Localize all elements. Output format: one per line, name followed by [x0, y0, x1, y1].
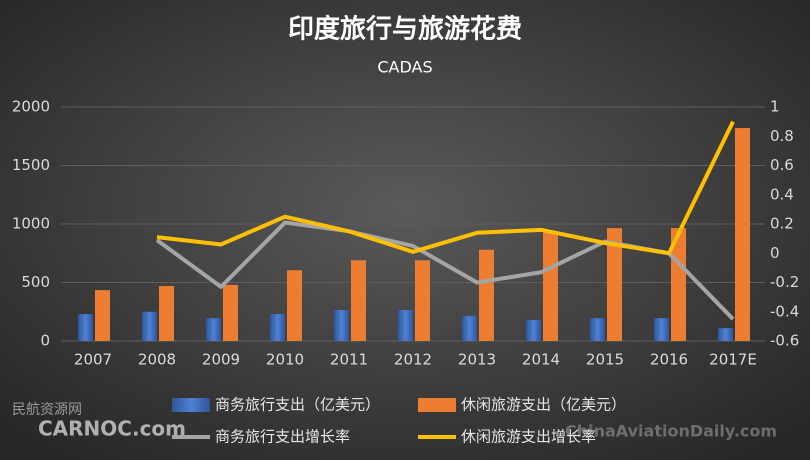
- x-tick-label: 2014: [522, 351, 560, 369]
- x-tick-label: 2011: [330, 351, 368, 369]
- bar: [95, 290, 110, 341]
- watermark: ChinaAviationDaily.com: [565, 422, 777, 441]
- bar: [398, 309, 413, 341]
- y-tick-label: 500: [21, 273, 50, 291]
- bar: [462, 315, 477, 341]
- chart-subtitle: CADAS: [377, 58, 432, 77]
- y2-tick-label: -0.4: [770, 302, 799, 320]
- bar: [654, 318, 669, 341]
- bar: [78, 314, 93, 341]
- y2-tick-label: 0: [770, 244, 780, 262]
- y2-tick-label: 1: [770, 98, 780, 116]
- bar: [287, 270, 302, 341]
- y-tick-label: 0: [40, 332, 50, 350]
- x-tick-label: 2010: [266, 351, 304, 369]
- y2-tick-label: 0.6: [770, 156, 794, 174]
- y2-tick-label: 0.8: [770, 127, 794, 145]
- legend-label: 休闲旅游支出增长率: [461, 428, 596, 446]
- x-tick-label: 2012: [394, 351, 432, 369]
- legend-label: 休闲旅游支出（亿美元）: [461, 396, 626, 414]
- legend-label: 商务旅行支出（亿美元）: [215, 396, 380, 414]
- x-tick-label: 2015: [586, 351, 624, 369]
- bar: [223, 284, 238, 341]
- legend-marker: [172, 398, 210, 412]
- bar: [607, 228, 622, 341]
- bar: [334, 309, 349, 341]
- watermark: CARNOC.com: [38, 417, 186, 441]
- line: [156, 120, 735, 256]
- legend-marker: [418, 398, 456, 412]
- x-tick-label: 2016: [650, 351, 688, 369]
- bar: [526, 319, 541, 341]
- legend-label: 商务旅行支出增长率: [215, 428, 350, 446]
- x-tick-label: 2009: [202, 351, 240, 369]
- bar: [206, 318, 221, 341]
- y-tick-label: 2000: [12, 98, 50, 116]
- bar: [415, 260, 430, 341]
- bar: [543, 232, 558, 341]
- y2-tick-label: 0.4: [770, 185, 794, 203]
- x-tick-label: 2017E: [709, 351, 757, 369]
- bar: [590, 318, 605, 341]
- x-tick-label: 2008: [138, 351, 176, 369]
- bar: [351, 260, 366, 341]
- y2-tick-label: 0.2: [770, 215, 794, 233]
- bar: [142, 311, 157, 341]
- bar: [159, 286, 174, 341]
- y2-tick-label: -0.2: [770, 273, 799, 291]
- y-tick-label: 1500: [12, 156, 50, 174]
- x-tick-label: 2013: [458, 351, 496, 369]
- bar: [718, 328, 733, 341]
- watermark: 民航资源网: [12, 402, 82, 418]
- y2-tick-label: -0.6: [770, 332, 799, 350]
- chart-title: 印度旅行与旅游花费: [288, 14, 522, 45]
- bar: [270, 314, 285, 341]
- bar: [735, 128, 750, 341]
- bar: [479, 249, 494, 341]
- x-tick-label: 2007: [74, 351, 112, 369]
- y-tick-label: 1000: [12, 215, 50, 233]
